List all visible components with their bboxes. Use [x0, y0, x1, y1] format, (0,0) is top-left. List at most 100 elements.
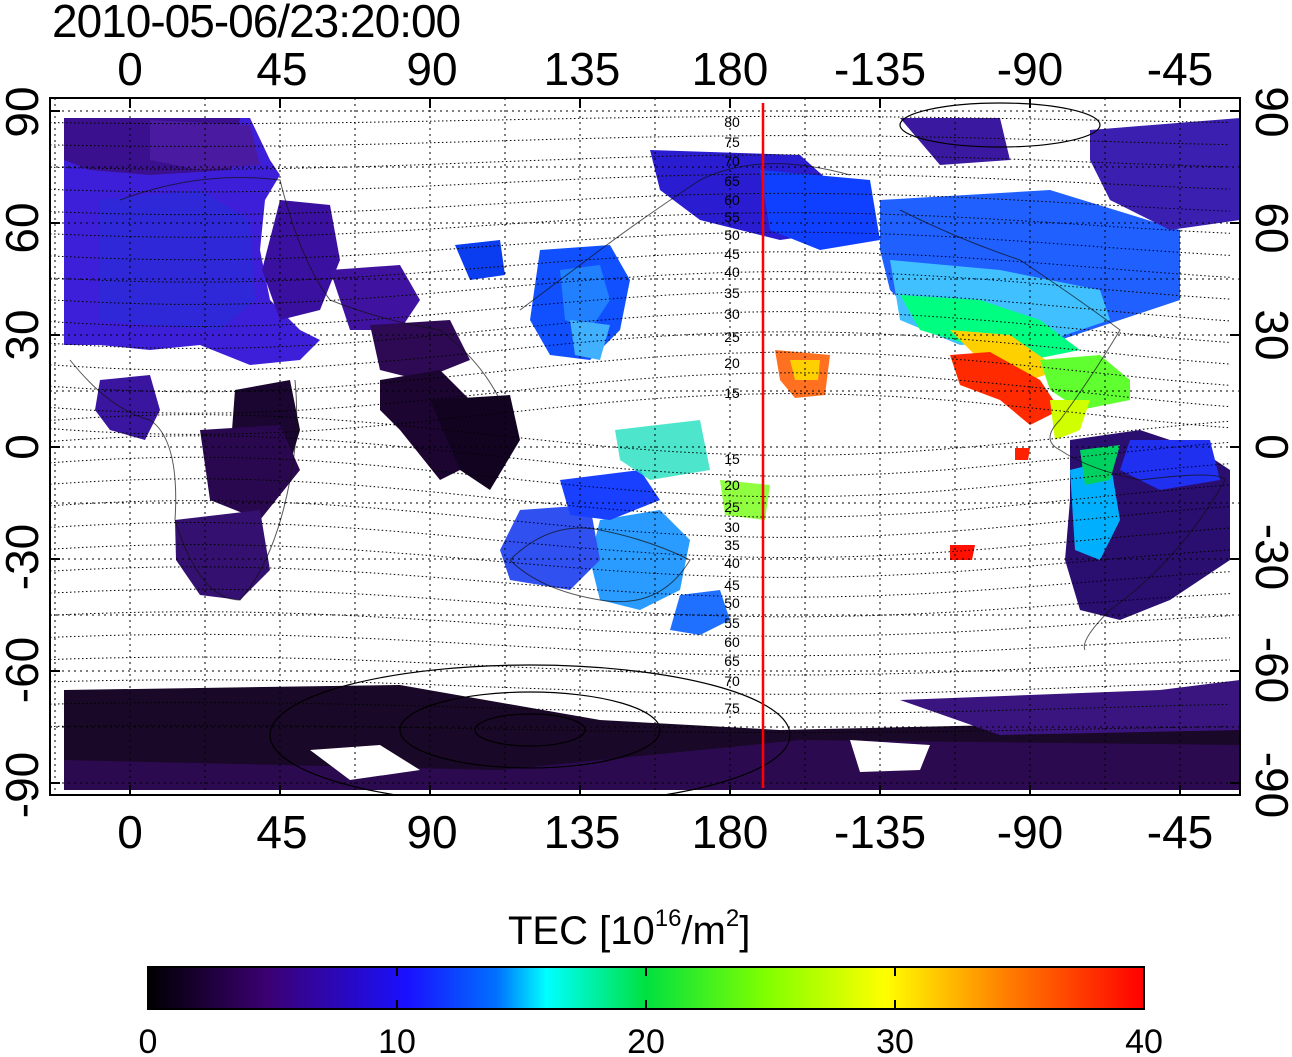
contour-label: 65 [724, 173, 740, 189]
colorbar-tick-label: 40 [1125, 1023, 1163, 1057]
top-lon-label: -90 [997, 43, 1063, 95]
right-lat-label: -90 [1246, 752, 1292, 818]
contour-label: 25 [724, 499, 740, 515]
magnetic-contour [50, 656, 1231, 676]
bottom-lon-label: 90 [406, 806, 457, 858]
top-lon-label: 0 [117, 43, 143, 95]
right-lat-label: -60 [1246, 637, 1292, 703]
right-lat-label: 60 [1246, 202, 1292, 253]
contour-label: 70 [724, 153, 740, 169]
contour-label: 25 [724, 329, 740, 345]
contour-label: 70 [724, 673, 740, 689]
magnetic-contour [50, 478, 1231, 518]
graticule [50, 98, 1240, 795]
contour-label: 50 [724, 595, 740, 611]
contour-label: 30 [724, 519, 740, 535]
left-lat-label: 90 [0, 86, 48, 137]
magnetic-contour [50, 231, 1231, 261]
top-lon-label: 90 [406, 43, 457, 95]
left-lat-label: 60 [0, 202, 48, 253]
contour-label: 60 [724, 192, 740, 208]
colorbar-title-prefix: TEC [10 [508, 909, 655, 953]
magnetic-contour [50, 115, 1231, 125]
top-lon-label: -135 [834, 43, 926, 95]
contour-label: 45 [724, 246, 740, 262]
right-lat-label: -30 [1246, 524, 1292, 590]
magnetic-contour [50, 566, 1231, 598]
colorbar-tick-label: 30 [876, 1023, 914, 1057]
magnetic-contour [50, 633, 1231, 657]
polar-contour-rings [269, 102, 1101, 795]
bottom-lon-label: 180 [692, 806, 769, 858]
left-lat-label: -60 [0, 637, 48, 703]
magnetic-contour [50, 522, 1231, 559]
contour-label: 30 [724, 306, 740, 322]
top-lon-label: 180 [692, 43, 769, 95]
magnetic-latitude-contours [50, 115, 1231, 734]
magnetic-contour [50, 724, 1231, 734]
magnetic-contour [50, 212, 1231, 238]
bottom-lon-label: 0 [117, 806, 143, 858]
bottom-lon-label: -45 [1147, 806, 1213, 858]
contour-label: 40 [724, 264, 740, 280]
contour-label: 75 [724, 134, 740, 150]
magnetic-contour [50, 331, 1231, 371]
right-lat-label: 90 [1246, 86, 1292, 137]
colorbar-title-exponent: 16 [654, 905, 682, 932]
contour-label: 40 [724, 555, 740, 571]
magnetic-contour [50, 500, 1231, 538]
magnetic-contour [50, 588, 1231, 618]
magnetic-contour [50, 192, 1231, 216]
contour-label: 20 [724, 355, 740, 371]
bottom-lon-label: 45 [256, 806, 307, 858]
magnetic-contour [50, 456, 1231, 498]
tec-data-layer [64, 118, 1240, 790]
contour-label-group: 80 75 70 65 60 55 50 45 40 35 30 25 20 15 15 20 25 30 35 40… [724, 114, 740, 716]
left-lat-label: 0 [0, 434, 48, 460]
bottom-lon-label: -90 [997, 806, 1063, 858]
contour-label: 55 [724, 615, 740, 631]
magnetic-contour [50, 135, 1231, 147]
magnetic-contour [50, 414, 1231, 456]
magnetic-contour [50, 702, 1231, 714]
magnetic-contour [50, 271, 1231, 305]
contour-label: 50 [724, 227, 740, 243]
contour-label: 15 [724, 385, 740, 401]
contour-label: 45 [724, 577, 740, 593]
magnetic-contour [50, 251, 1231, 283]
contour-label: 80 [724, 114, 740, 130]
magnetic-contour [50, 311, 1231, 349]
contour-label: 20 [724, 477, 740, 493]
contour-label: 15 [724, 451, 740, 467]
contour-label: 35 [724, 537, 740, 553]
coastlines [69, 163, 1226, 651]
magnetic-contour [50, 351, 1231, 393]
magnetic-contour [50, 290, 1231, 327]
magnetic-contour [50, 372, 1231, 414]
colorbar-title-exponent: 2 [725, 905, 740, 932]
map-title: 2010-05-06/23:20:00 [52, 0, 461, 47]
top-lon-label: 135 [544, 43, 621, 95]
colorbar-ticks [147, 967, 1145, 1009]
left-lat-label: -90 [0, 752, 48, 818]
colorbar-tick-label: 10 [378, 1023, 416, 1057]
left-lat-label: 30 [0, 309, 48, 360]
top-lon-label: 45 [256, 43, 307, 95]
magnetic-contour [50, 173, 1231, 193]
magnetic-contour [50, 154, 1231, 170]
colorbar-title-mid: /m [681, 909, 726, 953]
magnetic-contour [50, 435, 1231, 477]
bottom-lon-label: 135 [544, 806, 621, 858]
magnetic-contour [50, 393, 1231, 435]
contour-label: 35 [724, 285, 740, 301]
contour-label: 60 [724, 634, 740, 650]
colorbar-tick-label: 0 [139, 1023, 158, 1057]
magnetic-contour [50, 611, 1231, 637]
contour-label: 75 [724, 700, 740, 716]
magnetic-contour [50, 544, 1231, 578]
contour-label: 65 [724, 653, 740, 669]
bottom-lon-label: -135 [834, 806, 926, 858]
colorbar-tick-label: 20 [627, 1023, 665, 1057]
magnetic-contour [50, 679, 1231, 695]
